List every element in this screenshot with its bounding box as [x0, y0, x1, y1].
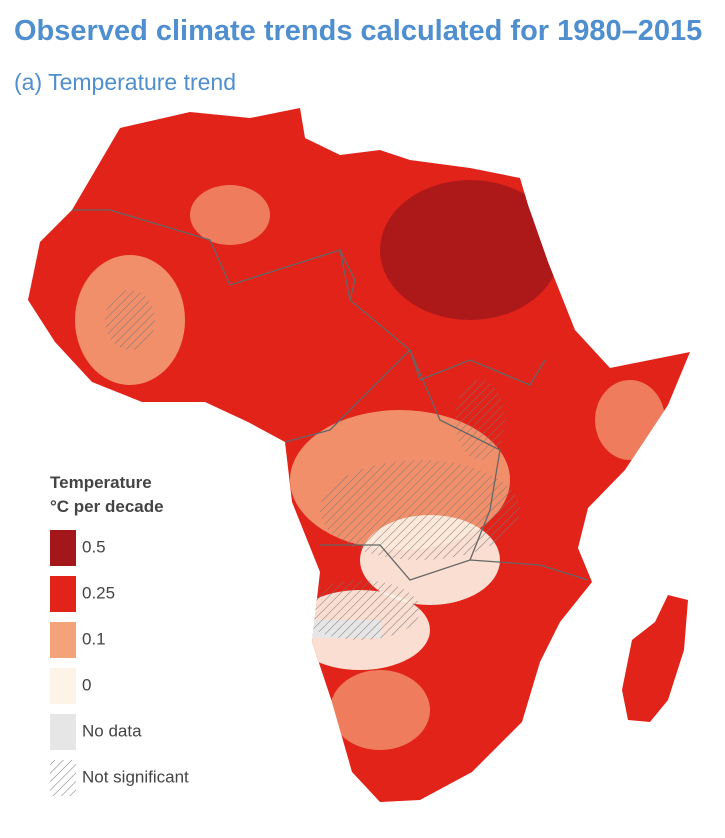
- legend-swatch: [50, 714, 76, 750]
- legend-label: 0.1: [82, 629, 106, 648]
- legend-title: °C per decade: [50, 497, 164, 516]
- legend-label: Not significant: [82, 767, 189, 786]
- legend-title: Temperature: [50, 473, 152, 492]
- legend-label: 0.5: [82, 537, 106, 556]
- legend-label: 0: [82, 675, 91, 694]
- map-fill: [28, 108, 690, 802]
- legend-swatch: [50, 760, 76, 796]
- legend-swatch: [50, 576, 76, 612]
- legend-label: No data: [82, 721, 142, 740]
- legend: Temperature °C per decade 0.5 0.25 0.1 0 No da…: [50, 473, 189, 796]
- legend-label: 0.25: [82, 583, 115, 602]
- borders: [72, 209, 589, 581]
- legend-swatch: [50, 668, 76, 704]
- subtitle: (a) Temperature trend: [14, 69, 236, 95]
- legend-swatch: [50, 622, 76, 658]
- title: Observed climate trends calculated for 1…: [14, 15, 702, 47]
- legend-swatch: [50, 530, 76, 566]
